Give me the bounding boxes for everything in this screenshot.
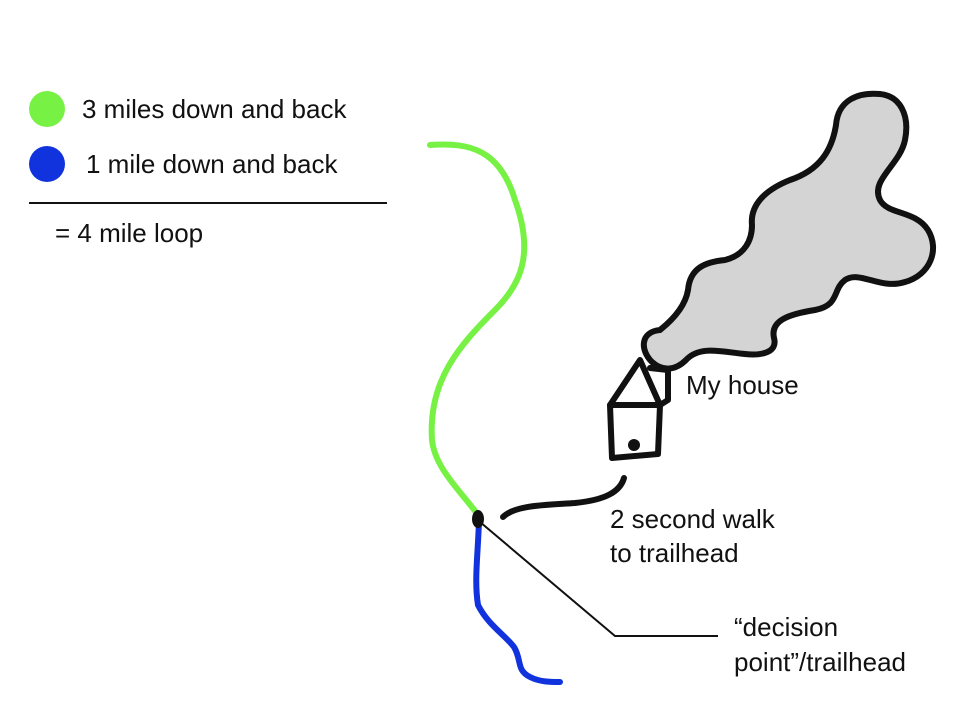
legend-green-label: 3 miles down and back — [82, 94, 347, 124]
decision-label-line2: point”/trailhead — [734, 647, 906, 677]
walk-label-line2: to trailhead — [610, 538, 739, 568]
house-icon — [607, 357, 671, 461]
house-label: My house — [686, 370, 799, 400]
smoke-cloud-icon — [640, 90, 936, 372]
blue-trail — [473, 517, 563, 685]
walk-path — [500, 475, 627, 520]
house-door — [628, 439, 640, 451]
green-trail — [427, 141, 528, 521]
walk-label-line1: 2 second walk — [610, 504, 775, 534]
blue-dot-icon — [29, 146, 65, 182]
legend-total-label: = 4 mile loop — [55, 218, 204, 248]
decision-pointer-line — [479, 521, 718, 637]
decision-label-line1: “decision — [734, 612, 839, 642]
green-dot-icon — [29, 91, 65, 127]
legend-sum-line — [29, 202, 387, 204]
legend-blue-label: 1 mile down and back — [86, 149, 338, 179]
decision-point-marker — [472, 510, 484, 528]
